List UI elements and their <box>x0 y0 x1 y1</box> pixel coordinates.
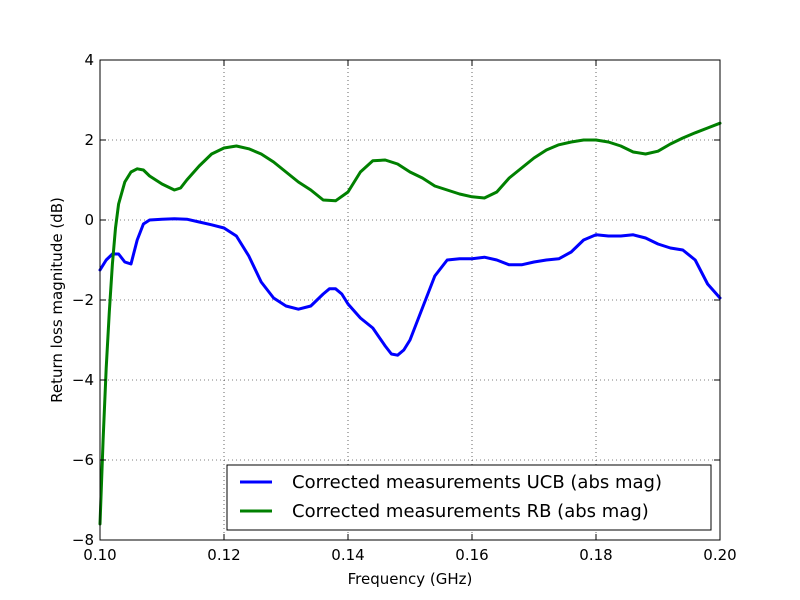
ticks: 0.10 0.12 0.14 0.16 0.18 0.20 −8 −6 −4 −2 0 2 4 <box>72 51 737 564</box>
x-tick-label: 0.16 <box>455 546 488 564</box>
y-tick-label: −4 <box>72 371 94 389</box>
legend-box <box>226 464 712 531</box>
legend: Corrected measurements UCB (abs mag) Cor… <box>226 464 712 531</box>
series-line-rb <box>98 121 722 526</box>
x-tick-label: 0.14 <box>331 546 364 564</box>
y-tick-label: −8 <box>72 531 94 549</box>
y-tick-label: −6 <box>72 451 94 469</box>
x-tick-label: 0.10 <box>83 546 116 564</box>
legend-label-rb: Corrected measurements RB (abs mag) <box>292 501 649 522</box>
y-tick-label: 2 <box>84 131 94 149</box>
series-line-ucb <box>98 217 722 357</box>
x-tick-label: 0.18 <box>579 546 612 564</box>
series-lines <box>98 121 722 526</box>
y-axis-label: Return loss magnitude (dB) <box>48 197 66 403</box>
y-tick-label: −2 <box>72 291 94 309</box>
y-tick-label: 0 <box>84 211 94 229</box>
legend-label-ucb: Corrected measurements UCB (abs mag) <box>292 472 662 493</box>
y-tick-label: 4 <box>84 51 94 69</box>
x-tick-label: 0.12 <box>207 546 240 564</box>
x-tick-label: 0.20 <box>703 546 736 564</box>
x-axis-label: Frequency (GHz) <box>348 570 473 588</box>
